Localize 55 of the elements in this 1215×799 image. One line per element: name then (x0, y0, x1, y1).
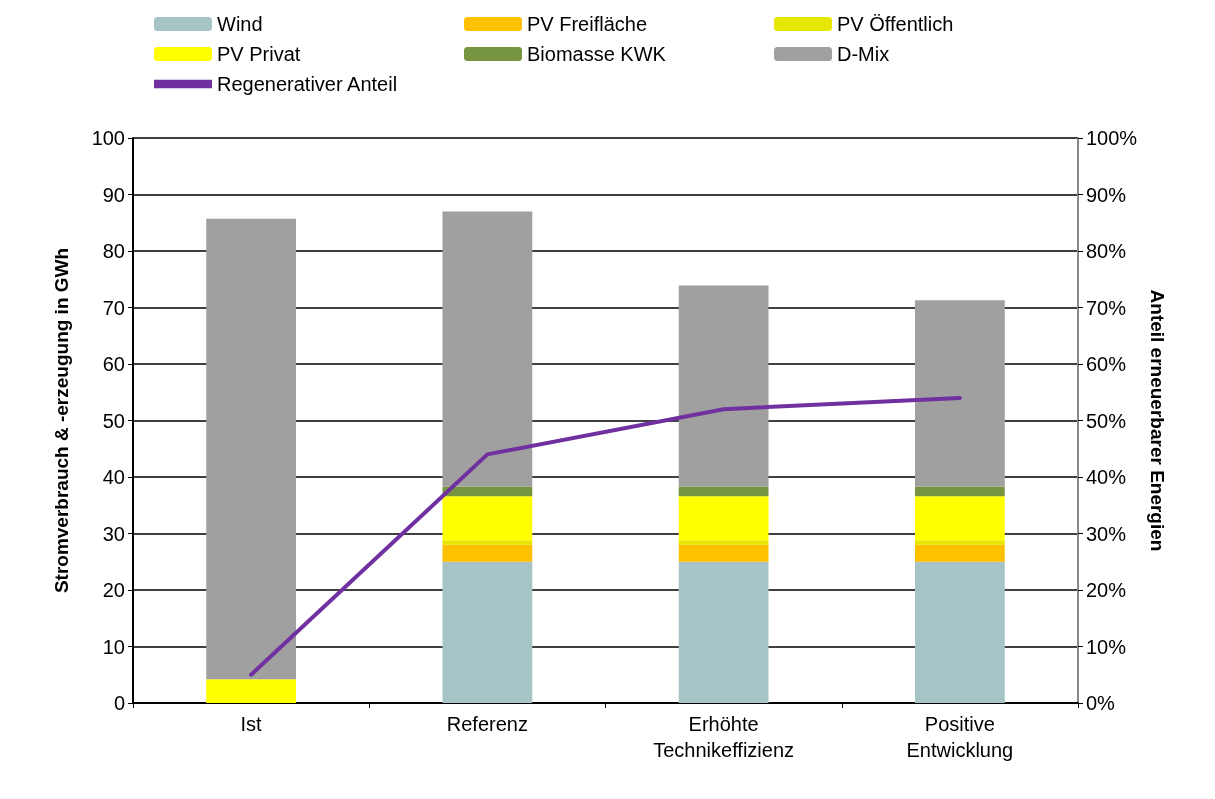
y2-tick-label: 70% (1086, 296, 1127, 319)
legend-label: PV Öffentlich (837, 13, 954, 35)
line-series (249, 395, 962, 677)
y2-tick-label: 30% (1086, 522, 1127, 545)
y2-tick-label: 60% (1086, 353, 1127, 375)
y-tick-label: 20 (102, 579, 125, 601)
y-tick-label: 80 (102, 240, 125, 262)
bar (206, 218, 297, 680)
bar (678, 285, 769, 487)
y2-tick-label: 40% (1086, 466, 1127, 488)
bar (914, 561, 1005, 703)
y2-tick-label: 0% (1086, 692, 1116, 714)
y-tick-label: 70 (102, 296, 125, 319)
y-tick-label: 60 (102, 353, 125, 375)
legend-label: Regenerativer Anteil (217, 73, 398, 95)
bar (914, 486, 1005, 497)
bar (678, 544, 769, 562)
y2-tick-label: 80% (1086, 240, 1127, 262)
y2-axis-title: Anteil erneuerbarer Energien (1147, 289, 1169, 552)
y-tick-label: 0 (113, 692, 125, 714)
x-tick-label: Positive Entwicklung (906, 713, 1014, 761)
x-tick-label: Referenz (446, 713, 528, 735)
y-tick-label: 50 (102, 409, 125, 432)
legend-label: D-Mix (837, 43, 890, 65)
bar (206, 679, 297, 703)
bar (442, 540, 533, 545)
x-tick-label: Ist (240, 713, 263, 735)
bar (442, 561, 533, 703)
y2-tick-label: 50% (1086, 409, 1127, 432)
y2-tick-label: 100% (1086, 127, 1138, 149)
bar (442, 544, 533, 562)
y-tick-label: 40 (102, 466, 125, 488)
y-tick-label: 100 (91, 127, 125, 149)
bar (442, 496, 533, 541)
legend-label: Wind (217, 13, 263, 35)
y-axis-title: Stromverbrauch & -erzeugung in GWh (51, 247, 72, 594)
legend-label: PV Freifläche (527, 13, 648, 35)
bar (678, 540, 769, 545)
y-tick-label: 10 (102, 635, 125, 658)
bar (914, 540, 1005, 545)
legend-label: Biomasse KWK (527, 43, 667, 65)
y-tick-label: 90 (102, 183, 125, 206)
legend-label: PV Privat (217, 43, 301, 65)
bar (914, 300, 1005, 487)
bar (442, 211, 533, 487)
y2-tick-label: 20% (1086, 579, 1127, 601)
y2-tick-label: 10% (1086, 635, 1127, 658)
bar (914, 544, 1005, 562)
y-tick-label: 30 (102, 522, 125, 545)
bar (678, 561, 769, 703)
bar (678, 496, 769, 541)
bar (914, 496, 1005, 541)
x-tick-label: Erhöhte Technikeffizienz (653, 713, 795, 761)
bar (678, 486, 769, 497)
y2-tick-label: 90% (1086, 183, 1127, 206)
